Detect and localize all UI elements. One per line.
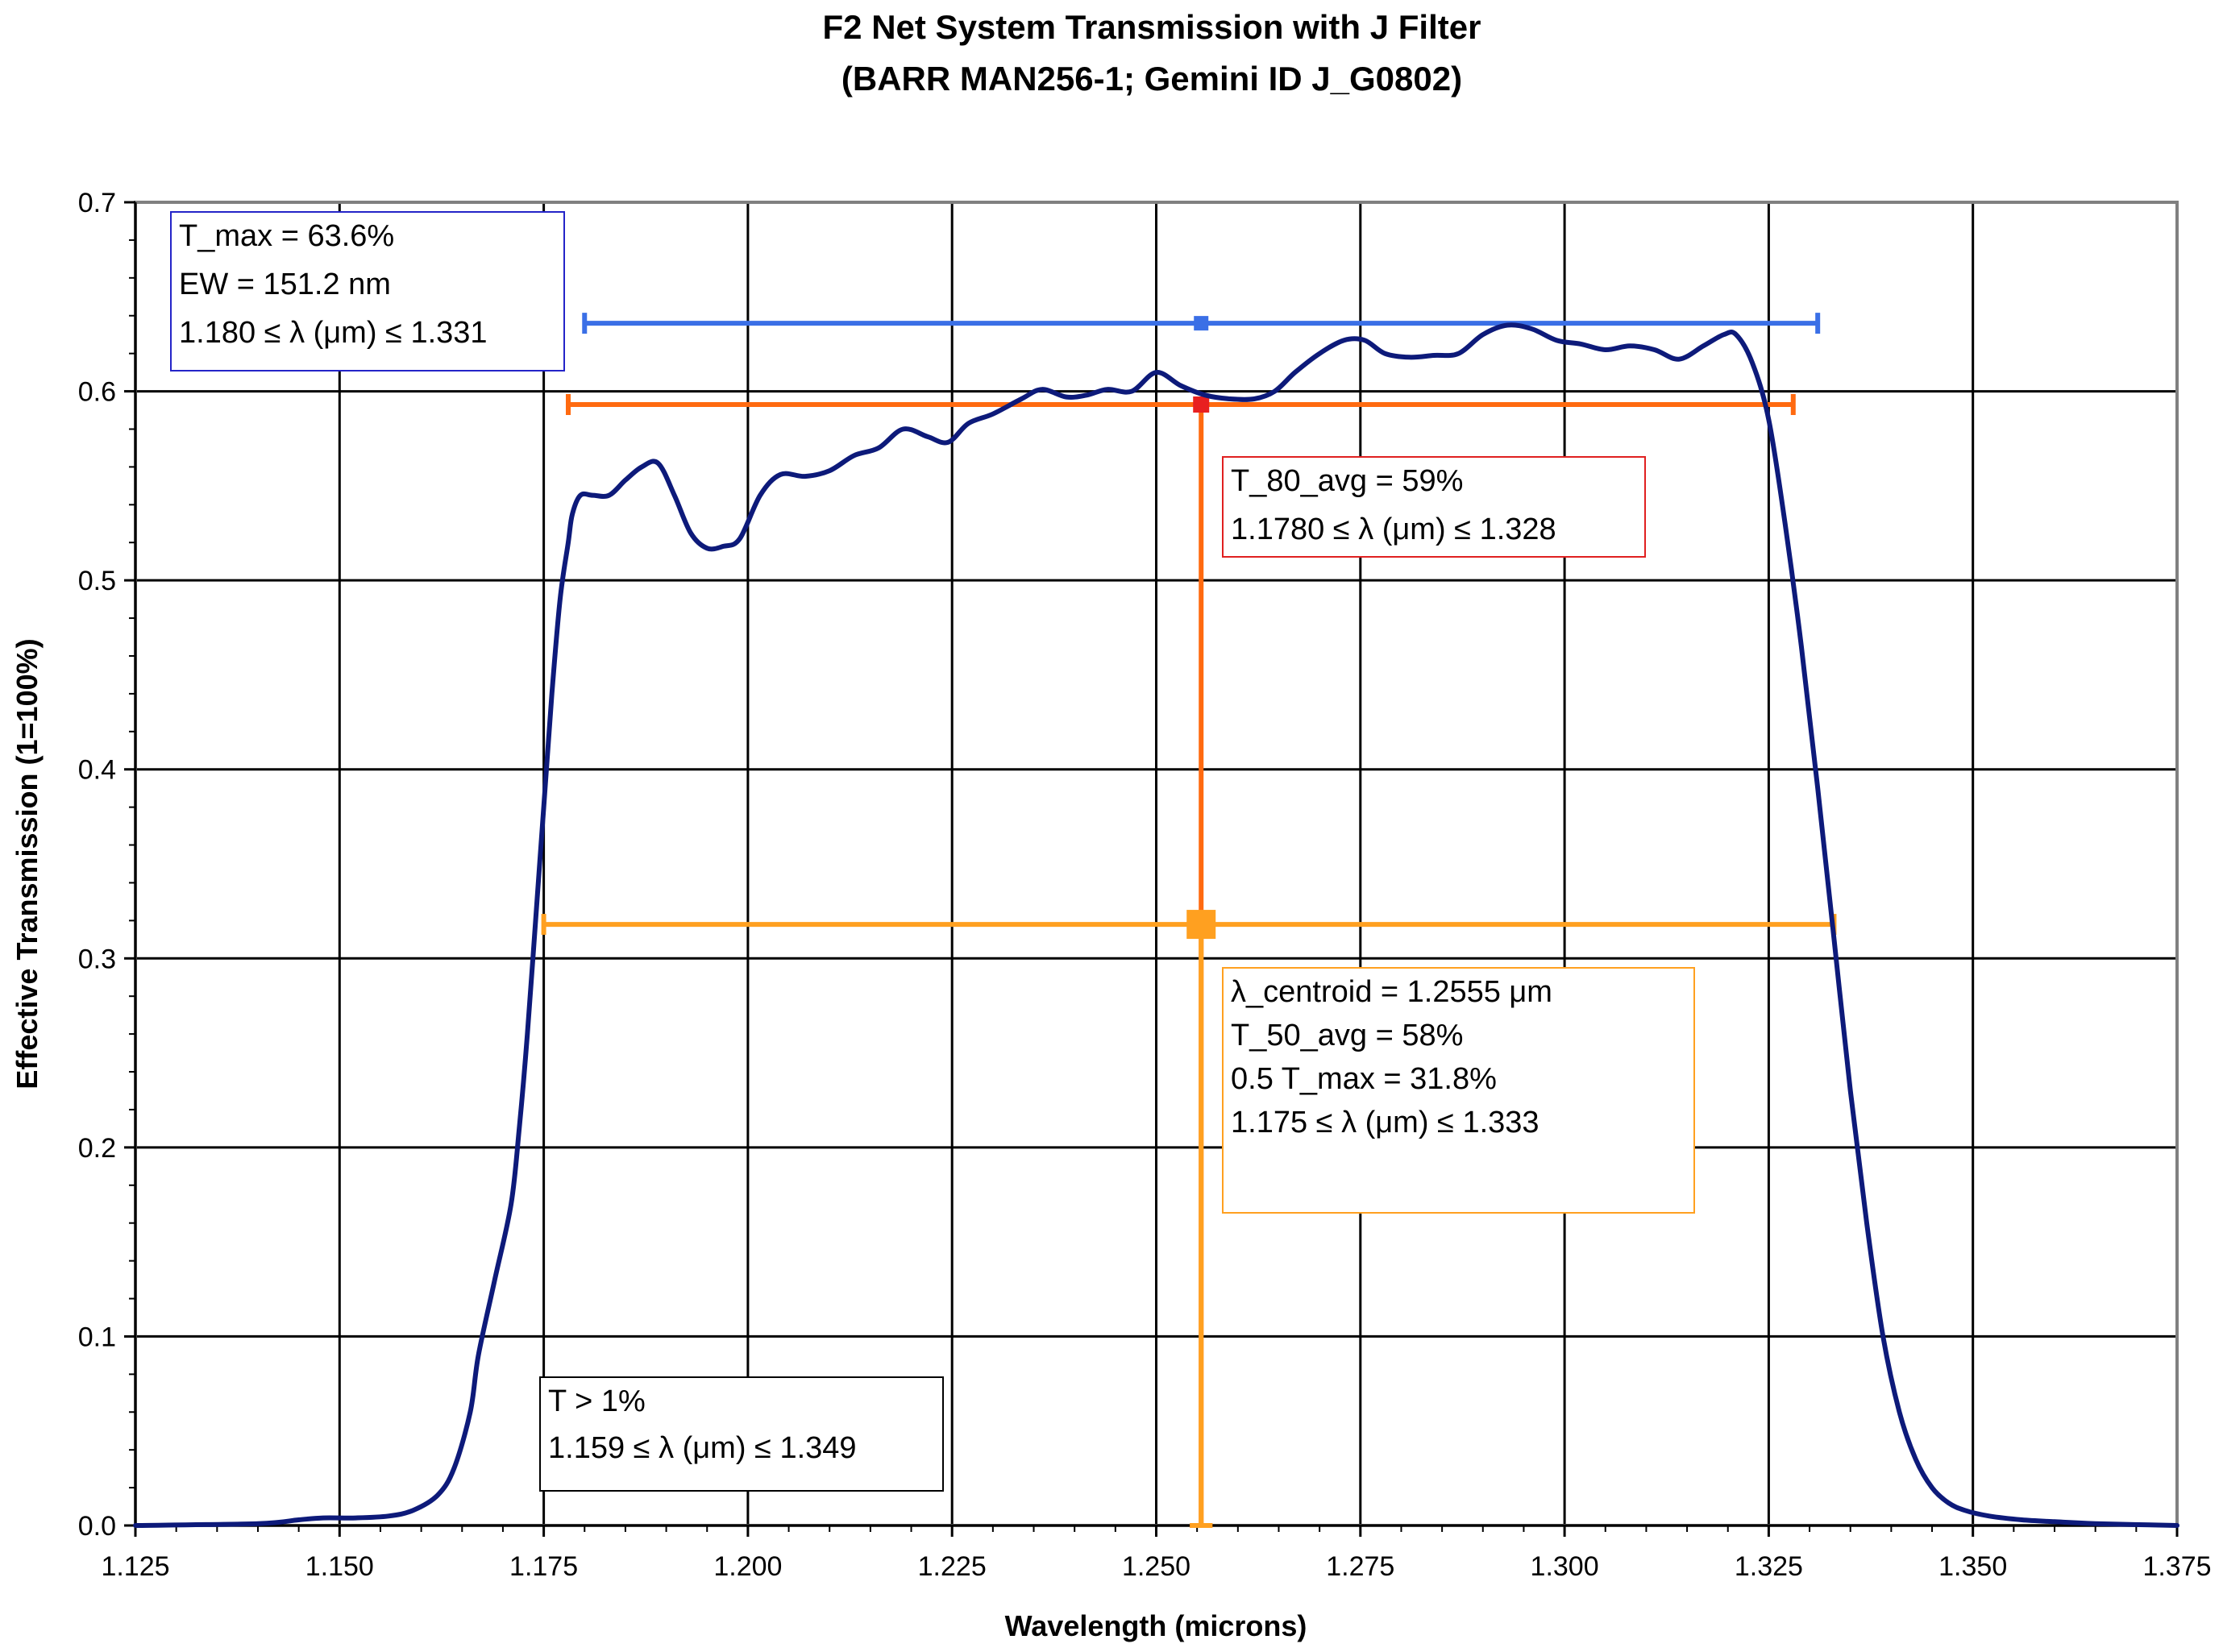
tmax-center-marker xyxy=(1194,316,1209,331)
grid-lines xyxy=(135,202,2177,1525)
axes xyxy=(124,201,2179,1537)
x-tick-label: 1.150 xyxy=(305,1551,374,1582)
t50-box-frame xyxy=(1222,967,1695,1214)
t50-box-line: 1.175 ≤ λ (μm) ≤ 1.333 xyxy=(1231,1106,1539,1139)
y-tick-label: 0.5 xyxy=(78,566,116,596)
t80-box-frame xyxy=(1222,456,1646,558)
x-tick-label: 1.300 xyxy=(1531,1551,1599,1582)
chart-title: F2 Net System Transmission with J Filter xyxy=(823,8,1481,46)
tmax-box-line: T_max = 63.6% xyxy=(179,219,394,253)
x-tick-label: 1.250 xyxy=(1122,1551,1190,1582)
t80-box: T_80_avg = 59% 1.1780 ≤ λ (μm) ≤ 1.328 xyxy=(1222,456,1646,558)
y-tick-label: 0.0 xyxy=(78,1511,116,1542)
transmission-curve xyxy=(133,322,2179,1528)
tmax-box-frame xyxy=(170,211,565,371)
y-tick-label: 0.2 xyxy=(78,1133,116,1164)
y-tick-label: 0.4 xyxy=(78,755,116,786)
x-tick-label: 1.325 xyxy=(1735,1551,1803,1582)
tmax-box-line: EW = 151.2 nm xyxy=(179,268,391,301)
tmax-box: T_max = 63.6% EW = 151.2 nm 1.180 ≤ λ (μm)… xyxy=(170,211,565,371)
t80-center-marker xyxy=(1193,396,1210,413)
x-tick-label: 1.225 xyxy=(918,1551,987,1582)
annotation-boxes: T_max = 63.6% EW = 151.2 nm 1.180 ≤ λ (μm)… xyxy=(170,211,1695,1492)
y-tick-label: 0.1 xyxy=(78,1322,116,1352)
y-tick-label: 0.6 xyxy=(78,377,116,408)
t50-box-line: λ_centroid = 1.2555 μm xyxy=(1231,975,1552,1009)
t1-box: T > 1% 1.159 ≤ λ (μm) ≤ 1.349 xyxy=(539,1376,944,1492)
tmax-box-line: 1.180 ≤ λ (μm) ≤ 1.331 xyxy=(179,316,488,350)
tick-labels: 1.125 1.150 1.175 1.200 1.225 1.250 1.275 1.300… xyxy=(78,188,2212,1582)
t1-box-frame xyxy=(539,1376,944,1492)
t50-box: λ_centroid = 1.2555 μm T_50_avg = 58% 0.5 … xyxy=(1222,967,1695,1214)
t50-box-line: 0.5 T_max = 31.8% xyxy=(1231,1062,1497,1096)
x-tick-label: 1.125 xyxy=(101,1551,169,1582)
y-tick-label: 0.7 xyxy=(78,188,116,218)
series-layer xyxy=(133,322,2179,1528)
range-bars xyxy=(541,313,1837,1528)
t50-center-marker xyxy=(1186,910,1216,940)
x-tick-label: 1.375 xyxy=(2142,1551,2211,1582)
t80-box-line: T_80_avg = 59% xyxy=(1231,464,1463,498)
x-tick-label: 1.350 xyxy=(1938,1551,2007,1582)
x-axis-label: Wavelength (microns) xyxy=(1005,1609,1307,1642)
x-tick-label: 1.175 xyxy=(509,1551,578,1582)
x-tick-label: 1.275 xyxy=(1326,1551,1394,1582)
t50-box-line: T_50_avg = 58% xyxy=(1231,1019,1463,1052)
y-axis-label: Effective Transmission (1=100%) xyxy=(10,638,44,1089)
y-tick-label: 0.3 xyxy=(78,944,116,974)
t1-box-line: T > 1% xyxy=(548,1384,646,1418)
chart-subtitle: (BARR MAN256-1; Gemini ID J_G0802) xyxy=(841,60,1462,98)
x-tick-label: 1.200 xyxy=(713,1551,782,1582)
t1-box-line: 1.159 ≤ λ (μm) ≤ 1.349 xyxy=(548,1431,857,1465)
t80-box-line: 1.1780 ≤ λ (μm) ≤ 1.328 xyxy=(1231,513,1556,546)
